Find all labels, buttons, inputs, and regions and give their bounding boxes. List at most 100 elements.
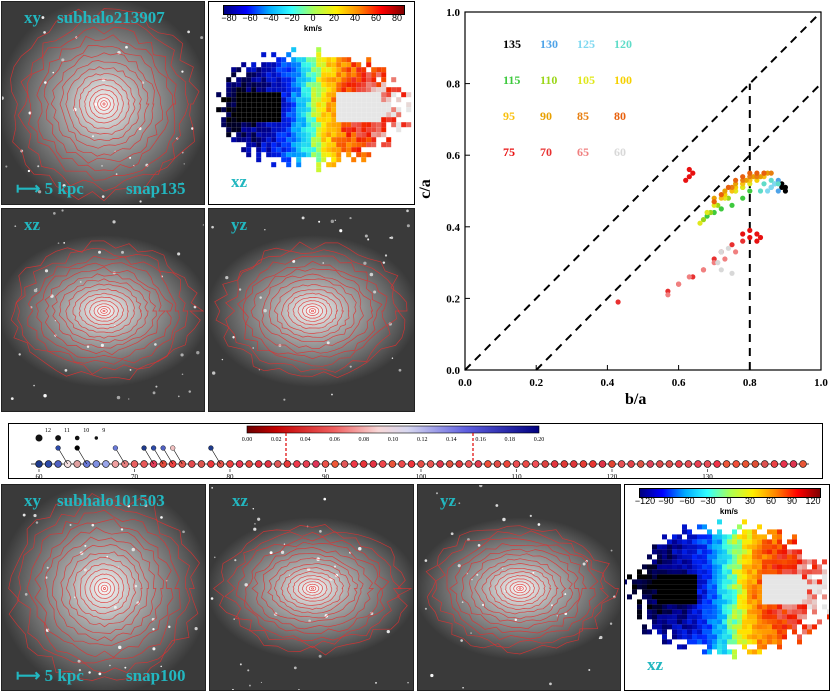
data-point xyxy=(747,174,753,180)
tree-node xyxy=(732,460,740,468)
x-tick-label: 0.2 xyxy=(529,377,543,389)
legend-snap-135: 135 xyxy=(503,37,521,51)
tree-node xyxy=(264,460,272,468)
velocity-colorbar-tick: −120 xyxy=(634,496,656,506)
legend-snap-65: 65 xyxy=(577,145,589,159)
bottom-xz-projection-panel: xz xyxy=(209,484,414,691)
data-point xyxy=(740,177,746,183)
data-point xyxy=(718,206,724,212)
tree-axis-tick-label: 120 xyxy=(607,473,618,480)
tree-axis-tick-label: 80 xyxy=(227,473,235,480)
tree-colorbar-tick: 0.14 xyxy=(446,437,457,443)
data-point xyxy=(772,181,778,187)
velocity-colorbar-tick: −80 xyxy=(221,13,237,23)
tree-node xyxy=(73,460,81,468)
data-point xyxy=(718,192,724,198)
data-point xyxy=(718,267,724,273)
tree-branch-label: 12 xyxy=(45,428,51,434)
tree-colorbar xyxy=(246,425,540,434)
galaxy-image xyxy=(2,485,205,690)
velocity-map-projection-label: xz xyxy=(231,172,248,191)
galaxy-image xyxy=(2,209,204,411)
data-point xyxy=(761,181,767,187)
tree-node xyxy=(321,460,330,468)
tree-node xyxy=(608,460,616,468)
tree-node xyxy=(54,460,62,468)
tree-node xyxy=(274,460,282,468)
tree-node xyxy=(627,460,635,468)
tree-node xyxy=(770,460,779,468)
series-115 xyxy=(704,188,753,219)
tree-node xyxy=(703,460,712,468)
tree-node xyxy=(35,460,43,468)
tree-node xyxy=(560,460,568,468)
data-point xyxy=(747,177,753,183)
tree-node xyxy=(446,460,454,468)
tree-node xyxy=(522,460,530,468)
tree-node xyxy=(465,460,473,468)
tree-node xyxy=(111,460,120,468)
tree-node xyxy=(436,460,444,468)
tree-node xyxy=(331,460,339,468)
projection-label: xz xyxy=(24,215,41,234)
data-point xyxy=(711,199,717,205)
tree-branch-link xyxy=(210,447,221,465)
tree-node xyxy=(589,460,597,468)
velocity-colorbar-tick: −20 xyxy=(284,13,300,23)
data-point xyxy=(747,234,753,241)
tree-branch-link xyxy=(143,447,154,465)
tree-node xyxy=(140,460,148,468)
tree-node xyxy=(369,460,377,468)
galaxy-image xyxy=(210,485,413,690)
subhalo-name: subhalo213907 xyxy=(57,8,165,27)
merger-tree-panel: 0.00 0.02 0.04 0.06 0.08 0.10 0.12 0.14 0.16 0.18… xyxy=(8,423,823,481)
velocity-colorbar-tick: 0 xyxy=(310,13,316,23)
tree-colorbar-tick: 0.06 xyxy=(329,437,340,443)
tree-branch-link xyxy=(162,447,173,465)
scale-bar-text: 5 kpc xyxy=(44,666,84,685)
data-point xyxy=(725,184,731,190)
data-point xyxy=(775,188,781,194)
tree-node xyxy=(799,460,807,468)
tree-node xyxy=(426,460,435,468)
legend-snap-60: 60 xyxy=(614,145,626,159)
tree-axis-tick-label: 110 xyxy=(511,473,522,480)
tree-node xyxy=(741,460,750,468)
tree-node xyxy=(550,460,559,468)
data-point xyxy=(725,245,731,251)
data-point xyxy=(768,170,774,176)
tree-colorbar-tick: 0.00 xyxy=(242,437,253,443)
data-point xyxy=(754,177,760,183)
bottom-xy-projection-panel: xy subhalo101503 ⟼ 5 kpc snap100 xyxy=(1,484,206,691)
legend-snap-120: 120 xyxy=(614,37,632,51)
galaxy-image xyxy=(418,485,620,690)
tree-node xyxy=(293,460,301,468)
tree-colorbar-tick: 0.10 xyxy=(388,437,399,443)
tree-node xyxy=(780,460,788,468)
velocity-colorbar-tick: 80 xyxy=(391,13,403,23)
data-point xyxy=(765,188,771,194)
tree-node xyxy=(617,460,626,468)
tree-node xyxy=(178,460,187,468)
data-point xyxy=(754,170,760,176)
scale-bar-label: ⟼ 5 kpc xyxy=(16,179,84,198)
tree-node xyxy=(188,460,196,468)
data-point xyxy=(686,174,692,180)
tree-axis-tick-label: 60 xyxy=(36,473,44,480)
scale-bar-text: 5 kpc xyxy=(44,179,84,198)
subhalo-name: subhalo101503 xyxy=(57,491,165,510)
tree-node xyxy=(656,460,664,468)
data-point xyxy=(718,249,724,255)
tree-branch-link xyxy=(172,447,183,465)
data-point xyxy=(729,184,735,190)
tree-node xyxy=(360,460,368,468)
tree-node xyxy=(207,460,215,468)
tree-branch-node xyxy=(74,435,80,441)
velocity-field-map xyxy=(216,47,412,173)
tree-node xyxy=(407,460,416,468)
tree-node xyxy=(235,460,244,468)
top-yz-projection-panel: yz xyxy=(208,208,415,412)
tree-node xyxy=(646,460,654,468)
tree-node xyxy=(255,460,263,468)
data-point xyxy=(690,170,696,176)
